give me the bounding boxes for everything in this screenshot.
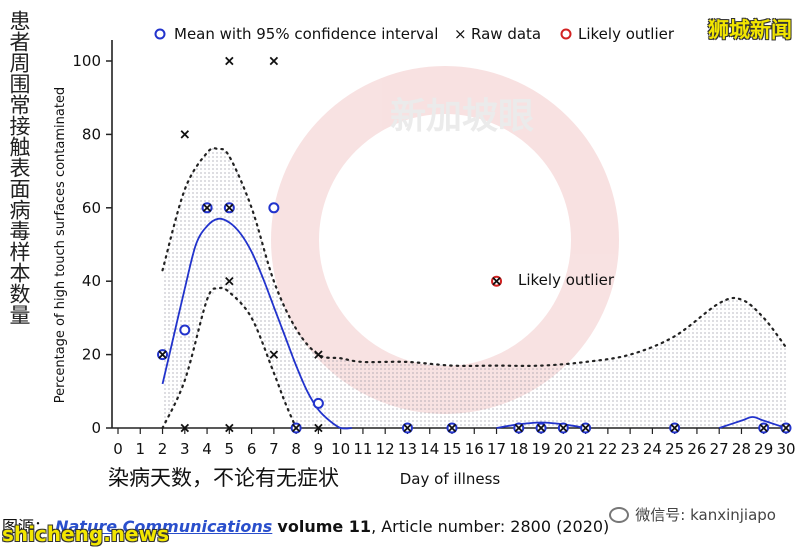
y-tick-label: 0 <box>91 419 101 437</box>
raw-data-point <box>447 423 457 433</box>
raw-data-point <box>180 130 190 139</box>
raw-data-point <box>269 350 279 359</box>
x-tick-label: 17 <box>487 440 506 458</box>
data-marks <box>157 56 792 434</box>
legend: Mean with 95% confidence interval × Raw … <box>154 25 675 43</box>
journal-link[interactable]: Nature Communications <box>55 517 273 536</box>
x-tick-label: 10 <box>331 440 350 458</box>
x-tick-label: 13 <box>398 440 417 458</box>
x-tick-label: 24 <box>643 440 662 458</box>
x-tick-label: 20 <box>554 440 573 458</box>
confidence-band-fill <box>162 148 787 428</box>
x-tick-label: 25 <box>665 440 684 458</box>
brand-top-right: 狮城新闻 <box>708 18 792 42</box>
x-tick-label: 4 <box>202 440 212 458</box>
fit-curve-late <box>496 421 586 429</box>
raw-data-point <box>403 423 412 433</box>
x-tick-label: 8 <box>291 440 301 458</box>
x-tick-label: 5 <box>225 440 235 458</box>
mean-point <box>179 324 191 336</box>
volume-text: volume 11 <box>277 517 372 536</box>
raw-data-point <box>670 423 679 433</box>
y-axis-label: Percentage of high touch surfaces contam… <box>53 87 68 403</box>
x-tick-label: 9 <box>314 440 324 458</box>
raw-data-point <box>158 350 167 359</box>
x-tick-label: 2 <box>158 440 168 458</box>
x-tick-label: 23 <box>621 440 640 458</box>
legend-raw-label: Raw data <box>471 25 541 43</box>
x-tick-label: 26 <box>687 440 706 458</box>
x-ticks: 0 1 2 3 4 5 6 7 8 9 10 11 12 13 14 15 16 17 18 19 20 21 22 23 24… <box>113 428 796 458</box>
y-tick-label: 100 <box>72 52 101 70</box>
x-tick-label: 0 <box>113 440 123 458</box>
raw-data-point <box>759 423 768 433</box>
x-tick-label: 28 <box>732 440 751 458</box>
vertical-chinese-label: 患者周围常接触表面病毒样本数量 <box>7 10 31 325</box>
legend-outlier-label: Likely outlier <box>578 25 675 43</box>
raw-data-point <box>225 203 234 213</box>
raw-data-point <box>559 423 568 433</box>
x-tick-label: 11 <box>353 440 372 458</box>
x-tick-label: 29 <box>754 440 773 458</box>
fit-curve-late-2 <box>718 416 787 429</box>
x-tick-label: 7 <box>269 440 279 458</box>
x-tick-label: 19 <box>532 440 551 458</box>
y-tick-label: 80 <box>82 125 101 143</box>
x-tick-label: 12 <box>376 440 395 458</box>
legend-outlier-marker <box>560 28 572 40</box>
source-prefix: 图源： <box>2 517 51 536</box>
fit-curve <box>161 217 352 430</box>
raw-data-point <box>514 423 524 433</box>
x-axis-label: Day of illness <box>400 470 501 488</box>
annotation-likely-outlier: Likely outlier <box>518 271 615 289</box>
mean-point <box>268 202 280 214</box>
watermark: 新加坡眼 <box>271 66 619 414</box>
legend-mean-marker <box>154 28 166 40</box>
watermark-text: 新加坡眼 <box>390 96 534 137</box>
x-tick-label: 14 <box>420 440 439 458</box>
article-text: , Article number: 2800 (2020) <box>371 517 610 536</box>
legend-mean-label: Mean with 95% confidence interval <box>174 25 438 43</box>
raw-data-point <box>314 350 323 359</box>
raw-data-point <box>314 423 323 433</box>
y-tick-label: 40 <box>82 272 101 290</box>
raw-data-point <box>225 56 234 66</box>
x-tick-label: 22 <box>598 440 617 458</box>
raw-data-point <box>225 276 234 286</box>
raw-data-point <box>291 423 301 433</box>
wechat-id: 微信号: kanxinjiapo <box>609 504 776 525</box>
x-tick-label: 21 <box>576 440 595 458</box>
raw-data-point <box>202 203 212 213</box>
mean-point <box>312 397 324 409</box>
wechat-icon <box>609 506 630 523</box>
x-tick-label: 30 <box>776 440 795 458</box>
raw-data-point <box>269 56 279 66</box>
x-tick-label: 18 <box>509 440 528 458</box>
x-tick-label: 27 <box>710 440 729 458</box>
chinese-caption: 染病天数，不论有无症状 <box>108 466 339 490</box>
y-ticks: 0 20 40 60 80 100 <box>72 52 112 437</box>
x-tick-label: 1 <box>135 440 145 458</box>
raw-data-point <box>225 423 234 433</box>
y-tick-label: 20 <box>82 346 101 364</box>
x-tick-label: 15 <box>442 440 461 458</box>
raw-data-point <box>581 423 590 433</box>
wechat-text: 微信号: kanxinjiapo <box>635 506 776 524</box>
brand-bottom-left: shicheng.news <box>2 522 169 546</box>
x-tick-label: 6 <box>247 440 257 458</box>
x-tick-label: 16 <box>465 440 484 458</box>
raw-data-point <box>492 276 501 286</box>
raw-data-point <box>781 423 791 433</box>
y-tick-label: 60 <box>82 199 101 217</box>
x-tick-label: 3 <box>180 440 190 458</box>
legend-raw-marker: × <box>454 25 467 43</box>
source-line: 图源： Nature Communications volume 11, Art… <box>2 513 609 537</box>
raw-data-point <box>180 423 190 433</box>
raw-data-point <box>536 423 546 433</box>
confidence-band-upper <box>161 147 788 367</box>
